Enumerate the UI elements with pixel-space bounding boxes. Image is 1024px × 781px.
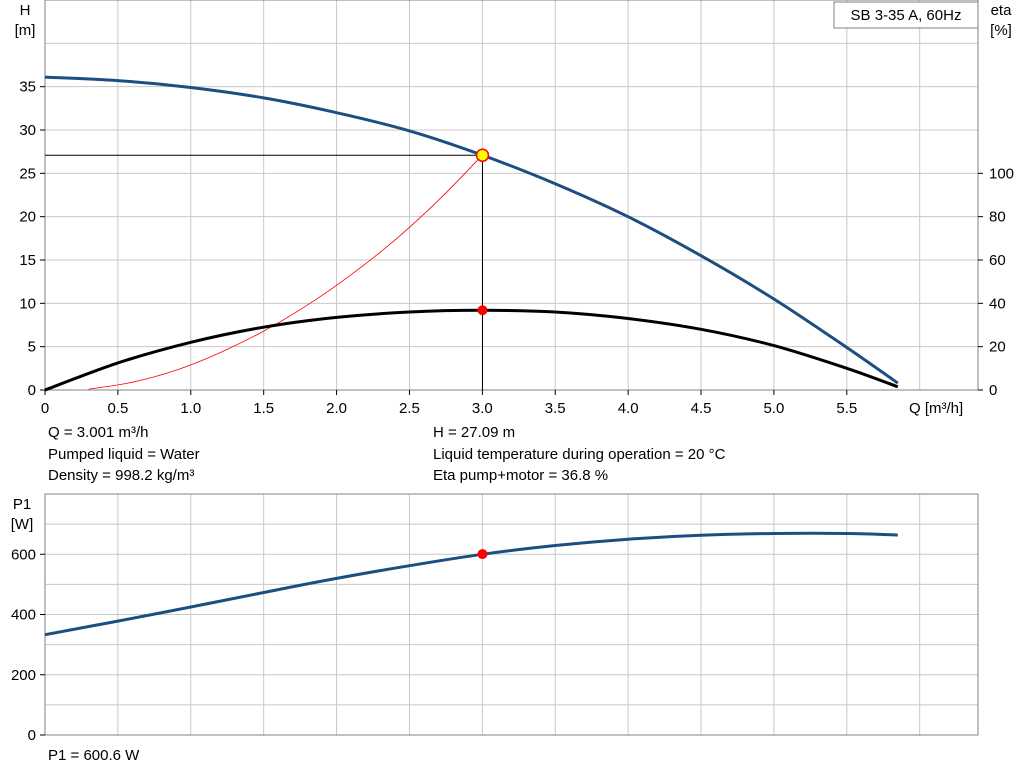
info-p1: P1 = 600.6 W <box>48 747 140 764</box>
top-chart-grid <box>45 0 978 390</box>
x-tick-label: 1.5 <box>253 400 274 417</box>
bottom-chart-axes: 0 200 400 600 <box>11 546 45 744</box>
x-tick-label: 1.0 <box>180 400 201 417</box>
head-curve <box>44 75 899 385</box>
eta-tick-label: 40 <box>989 295 1006 312</box>
top-chart-series <box>44 75 899 392</box>
x-tick-label: 5.5 <box>836 400 857 417</box>
info-q: Q = 3.001 m³/h <box>48 424 149 441</box>
eta-point-marker <box>477 305 488 316</box>
x-tick-label: 2.5 <box>399 400 420 417</box>
eta-curve <box>44 308 899 392</box>
h-tick-label: 35 <box>19 79 36 96</box>
x-tick-label: 4.5 <box>691 400 712 417</box>
info-eta: Eta pump+motor = 36.8 % <box>433 467 609 484</box>
x-tick-label: 3.0 <box>472 400 493 417</box>
info-temperature: Liquid temperature during operation = 20… <box>433 446 726 463</box>
eta-axis-label: eta <box>991 2 1013 19</box>
h-tick-label: 25 <box>19 165 36 182</box>
p1-tick-label: 600 <box>11 546 36 563</box>
h-tick-label: 30 <box>19 122 36 139</box>
eta-tick-label: 0 <box>989 382 997 399</box>
info-h: H = 27.09 m <box>433 424 516 441</box>
h-tick-label: 5 <box>28 339 36 356</box>
info-liquid: Pumped liquid = Water <box>48 446 200 463</box>
h-tick-label: 0 <box>28 382 36 399</box>
q-axis-label: Q [m³/h] <box>909 400 963 417</box>
h-tick-label: 20 <box>19 209 36 226</box>
eta-tick-label: 80 <box>989 209 1006 226</box>
eta-axis-unit: [%] <box>990 22 1012 39</box>
top-plot-frame <box>44 0 979 391</box>
bottom-chart-series <box>44 531 898 637</box>
p1-point-marker <box>477 549 488 560</box>
p1-tick-label: 400 <box>11 607 36 624</box>
h-tick-label: 15 <box>19 252 36 269</box>
x-tick-label: 3.5 <box>545 400 566 417</box>
h-axis-unit: [m] <box>15 22 36 39</box>
duty-point-marker <box>475 148 490 162</box>
pump-title: SB 3-35 A, 60Hz <box>851 7 962 24</box>
bottom-chart-grid <box>45 494 978 735</box>
p1-axis-label: P1 <box>13 496 31 513</box>
eta-tick-label: 20 <box>989 339 1006 356</box>
top-chart-axes: 0 0.5 1.0 1.5 2.0 2.5 3.0 3.5 4.0 4.5 5.0 5.5 0 5 10 15… <box>19 79 1014 417</box>
info-density: Density = 998.2 kg/m³ <box>48 467 195 484</box>
system-curve <box>88 154 483 390</box>
h-axis-label: H <box>20 2 31 19</box>
eta-tick-label: 100 <box>989 165 1014 182</box>
x-tick-label: 0 <box>41 400 49 417</box>
eta-tick-label: 60 <box>989 252 1006 269</box>
x-tick-label: 0.5 <box>107 400 128 417</box>
h-tick-label: 10 <box>19 295 36 312</box>
p1-tick-label: 200 <box>11 667 36 684</box>
x-tick-label: 2.0 <box>326 400 347 417</box>
title-box <box>833 1 979 29</box>
p1-axis-unit: [W] <box>11 516 34 533</box>
x-tick-label: 4.0 <box>618 400 639 417</box>
p1-tick-label: 0 <box>28 727 36 744</box>
x-tick-label: 5.0 <box>763 400 784 417</box>
